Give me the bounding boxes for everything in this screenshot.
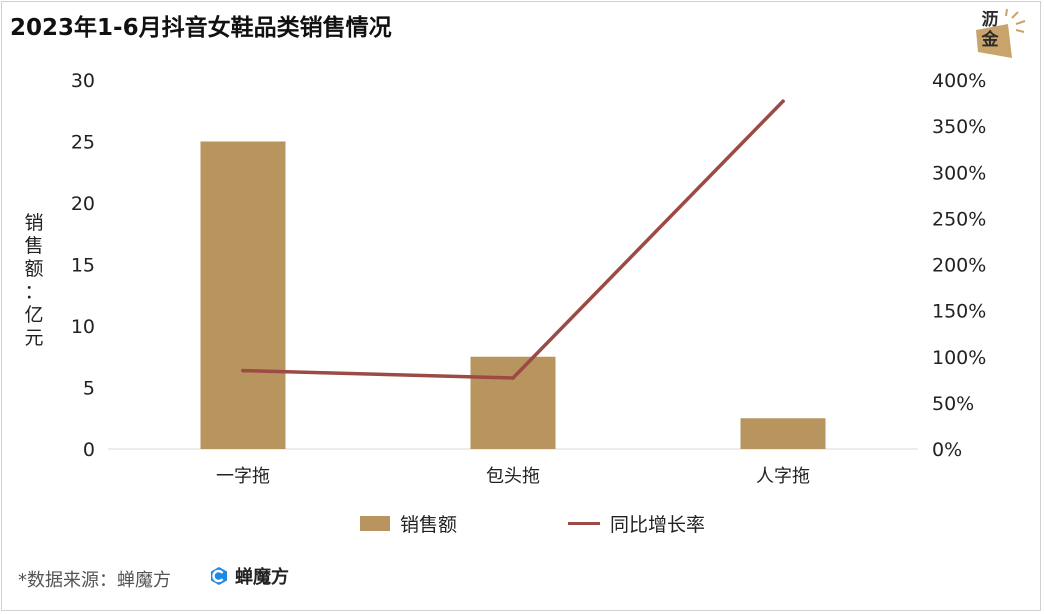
x-tick-label: 包头拖 [486,466,540,487]
x-tick-label: 一字拖 [216,466,270,487]
y-tick-label: 20 [71,193,95,215]
legend-swatch-line [568,522,600,525]
legend-item-sales: 销售额 [360,510,457,537]
brand-logo: 蝉魔方 [208,563,289,589]
y2-tick-label: 350% [932,116,986,138]
y-axis-label-char: 亿 [24,304,44,326]
legend-label-growth: 同比增长率 [610,514,706,536]
y2-tick-label: 50% [932,393,974,415]
y2-tick-label: 200% [932,255,986,277]
bar-mark [200,141,286,449]
bar-mark [740,418,826,449]
chart-title: 2023年1-6月抖音女鞋品类销售情况 [10,15,392,41]
y-tick-label: 15 [71,255,95,277]
y-tick-label: 25 [71,132,95,154]
growth-point [241,368,245,373]
logo-text: 沥 金 [979,10,1001,50]
y2-tick-label: 150% [932,301,986,323]
y-tick-label: 0 [83,439,95,461]
bar-mark [470,356,556,449]
legend-label-sales: 销售额 [400,514,458,536]
y2-tick-label: 400% [932,70,986,92]
brand-name: 蝉魔方 [235,567,289,588]
legend-swatch-bar [360,516,390,531]
growth-line [241,99,785,380]
y2-tick-label: 0% [932,439,962,461]
y-axis-label: 销售额：亿元 [22,212,46,350]
y-axis-label-char: 元 [24,327,44,349]
y-tick-label: 5 [83,378,95,400]
y2-tick-label: 250% [932,208,986,230]
y-axis-label-char: ： [24,281,44,303]
y2-tick-label: 300% [932,162,986,184]
y-tick-label: 30 [71,70,95,92]
logo-char: 沥 [981,10,999,30]
y-axis-label-char: 额 [24,258,44,280]
y-axis-label-char: 售 [24,235,44,257]
y2-tick-label: 100% [932,347,986,369]
y-axis-label-char: 销 [24,212,44,234]
chanmofang-logo-icon [211,567,227,585]
logo-char: 金 [981,30,999,50]
y-tick-label: 10 [71,316,95,338]
x-tick-label: 人字拖 [756,466,810,487]
growth-point [781,99,785,104]
legend-item-growth: 同比增长率 [568,510,705,537]
data-source-note: *数据来源：蝉魔方 [18,570,171,591]
growth-point [511,376,515,380]
lijin-logo-icon [976,8,1026,58]
